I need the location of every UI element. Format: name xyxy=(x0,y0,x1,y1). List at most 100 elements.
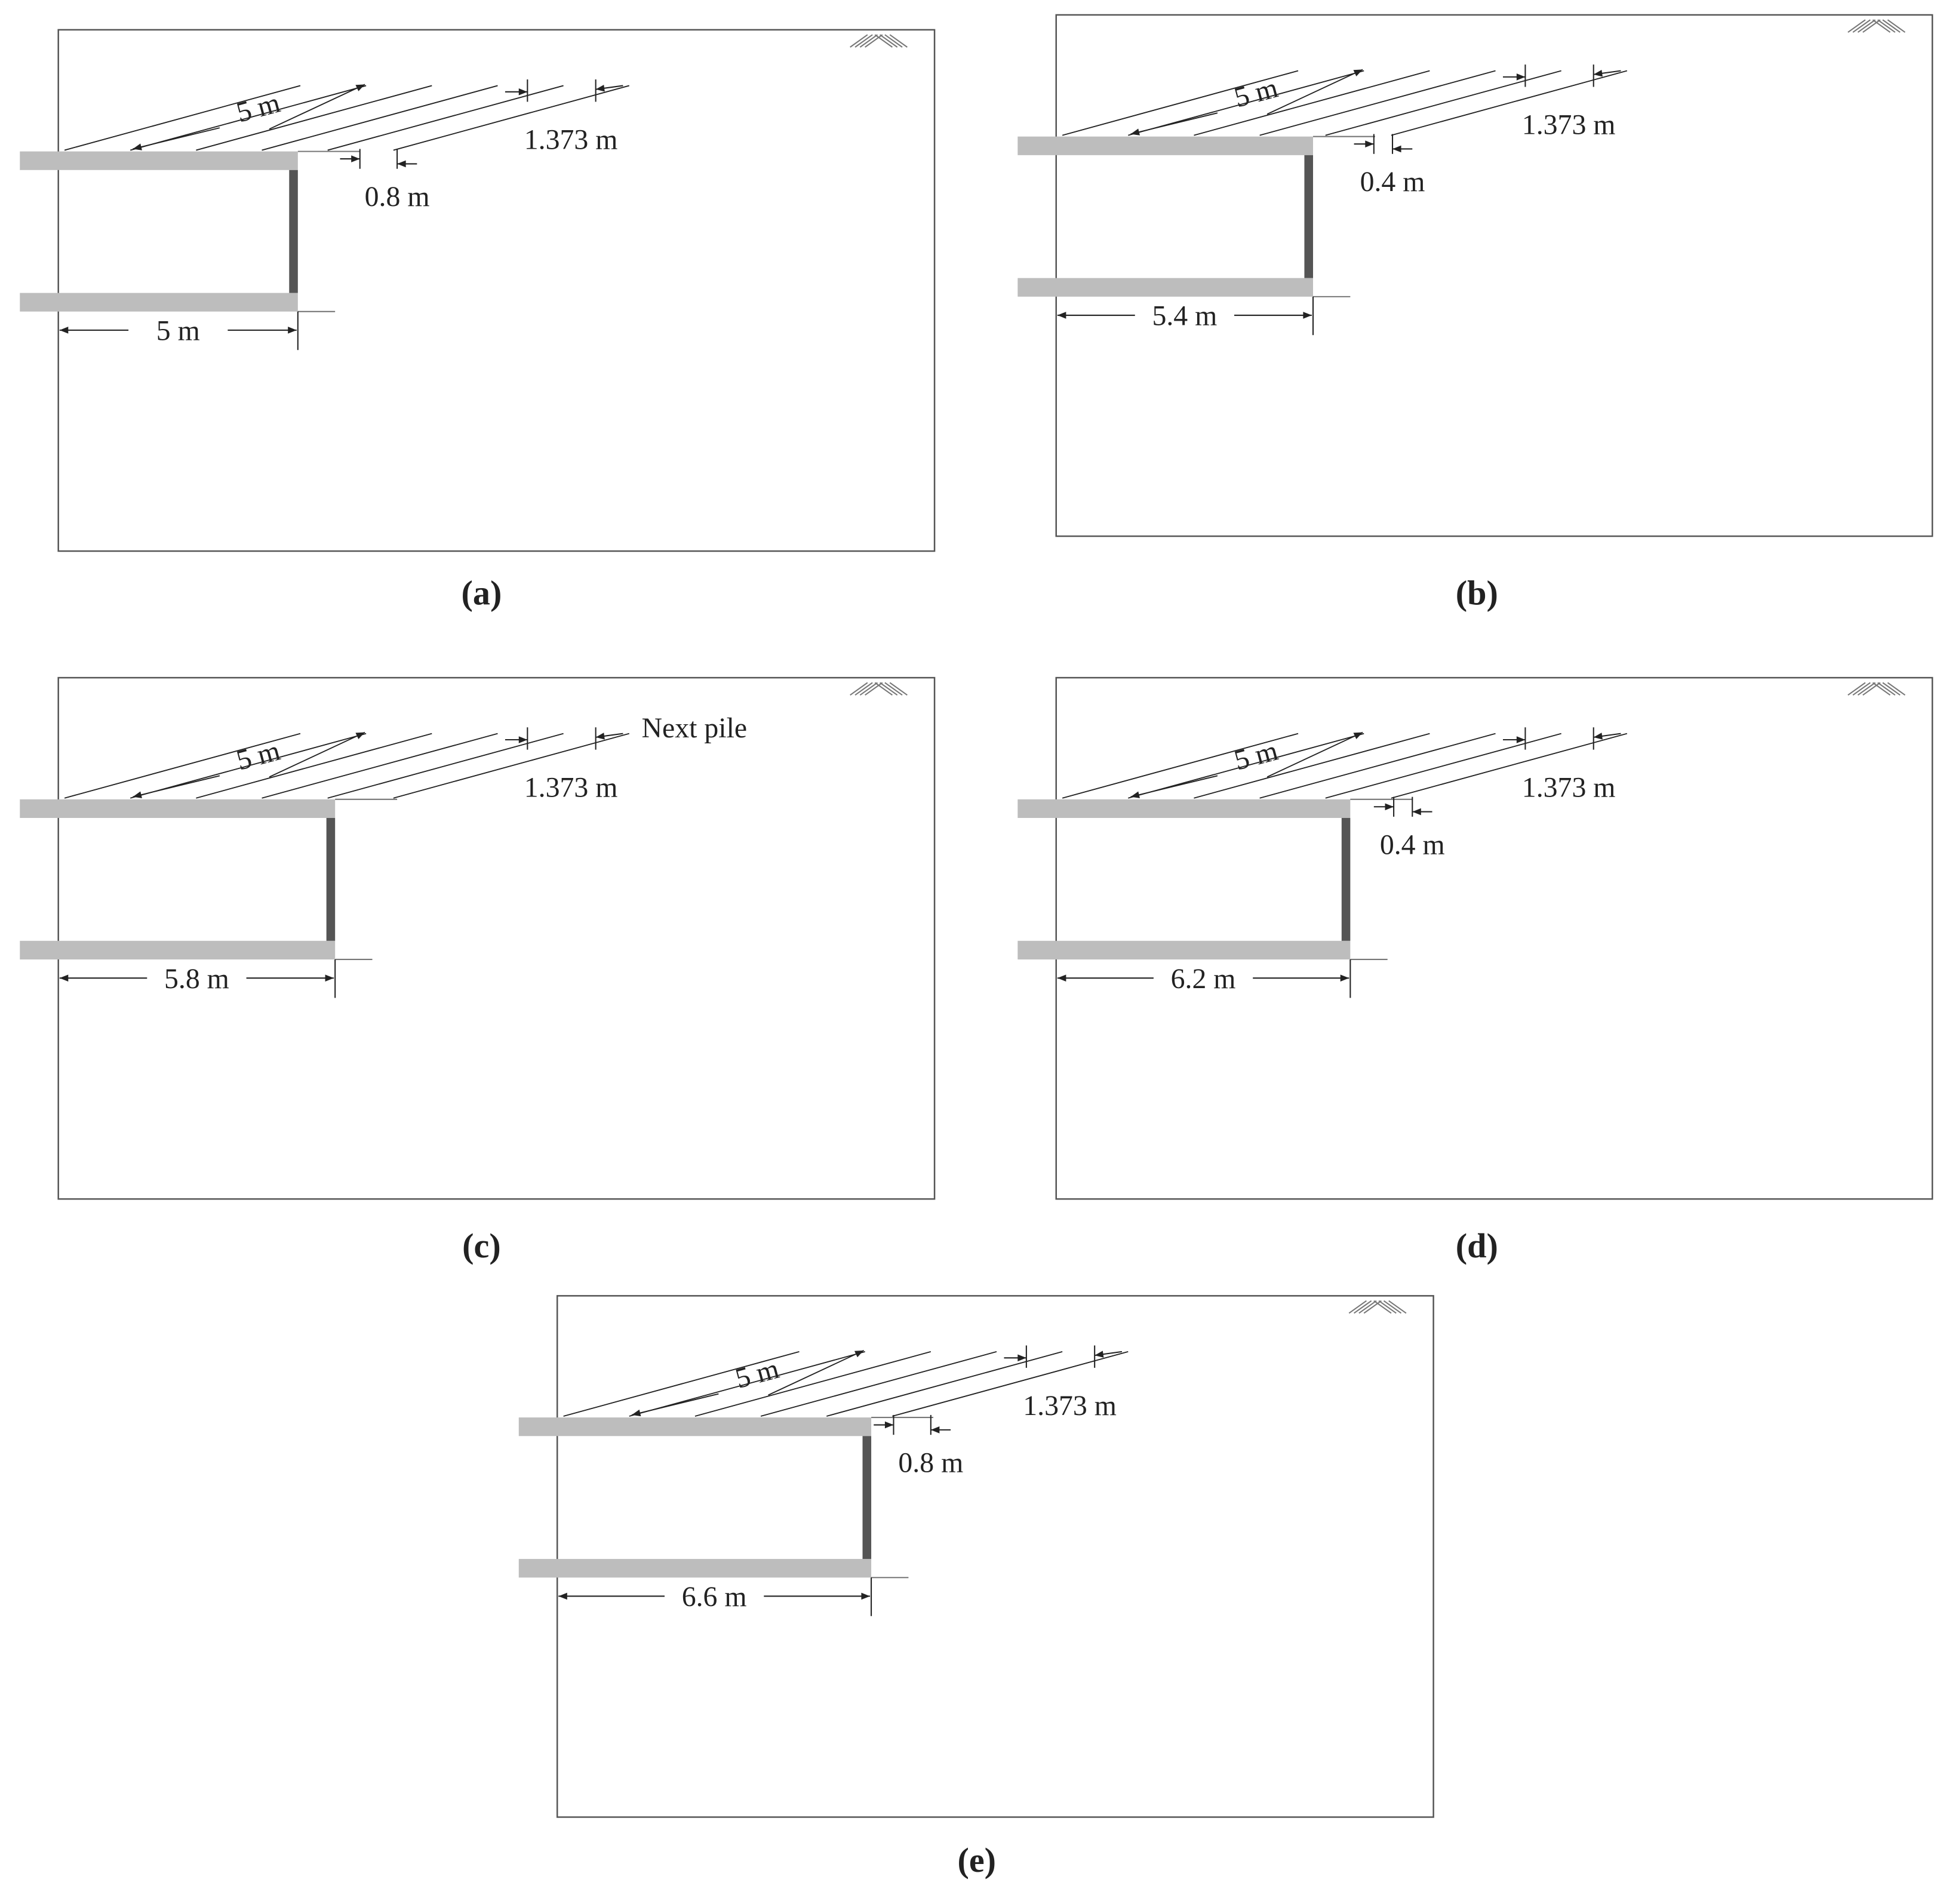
line xyxy=(1857,19,1876,33)
line xyxy=(1259,70,1496,136)
length: 6.6 m xyxy=(682,1581,747,1613)
line xyxy=(854,682,873,696)
length: 5 m xyxy=(156,315,200,347)
panel: 5 m 1.373 m 0.8 m 5 m (a) xyxy=(20,29,936,612)
panel: 5 m 1.373 m Next pile 5.8 m (c) xyxy=(20,676,936,1265)
slope-length: 5 m xyxy=(1231,735,1281,777)
line xyxy=(1882,682,1901,696)
line xyxy=(1266,69,1363,115)
line xyxy=(892,1351,1129,1417)
line xyxy=(1388,1300,1407,1314)
line xyxy=(269,731,365,778)
line xyxy=(262,733,498,799)
line xyxy=(1062,733,1299,799)
panel: 5 m 1.373 m 0.4 m 6.2 m (d) xyxy=(1017,676,1933,1265)
line xyxy=(1872,682,1891,696)
bottom-slab xyxy=(20,293,298,312)
top-slab xyxy=(20,151,298,170)
line xyxy=(196,733,432,799)
spacing: 1.373 m xyxy=(1023,1390,1117,1422)
caption: (d) xyxy=(1456,1226,1498,1265)
line xyxy=(1383,1300,1402,1314)
line xyxy=(694,1351,932,1417)
line xyxy=(64,85,301,151)
note: Next pile xyxy=(642,712,748,744)
panel: 5 m 1.373 m 0.4 m 5.4 m (b) xyxy=(1017,14,1933,612)
line xyxy=(1847,682,1866,696)
line xyxy=(1862,19,1881,33)
wall xyxy=(289,170,298,293)
line xyxy=(1259,733,1496,799)
line xyxy=(269,84,365,130)
soil-box xyxy=(57,676,936,1200)
line xyxy=(1391,70,1628,136)
line xyxy=(196,85,432,151)
line xyxy=(631,1393,719,1417)
line xyxy=(1194,70,1430,136)
soil-box xyxy=(1055,14,1933,537)
line xyxy=(595,84,623,92)
line xyxy=(889,682,908,696)
line xyxy=(1325,733,1561,799)
line xyxy=(1852,19,1871,33)
line xyxy=(133,775,220,798)
line xyxy=(1378,1300,1397,1314)
line xyxy=(1887,682,1906,696)
line xyxy=(889,34,908,48)
line xyxy=(768,1349,864,1396)
line xyxy=(1593,733,1621,740)
line xyxy=(1862,682,1881,696)
line xyxy=(1363,1300,1382,1314)
gap: 0.8 m xyxy=(898,1447,963,1479)
wall xyxy=(1304,155,1313,278)
line xyxy=(1348,1300,1367,1314)
spacing: 1.373 m xyxy=(524,772,618,804)
spacing: 1.373 m xyxy=(524,124,618,155)
line xyxy=(859,34,878,48)
line xyxy=(865,682,883,696)
line xyxy=(1877,682,1896,696)
top-slab xyxy=(1017,799,1351,818)
caption: (e) xyxy=(957,1841,996,1880)
line xyxy=(393,85,630,151)
line xyxy=(327,733,564,799)
slope-length: 5 m xyxy=(1231,72,1281,113)
line xyxy=(865,34,883,48)
line xyxy=(1872,19,1891,33)
line xyxy=(595,733,623,740)
line xyxy=(1358,1300,1377,1314)
top-slab xyxy=(1017,136,1313,155)
line xyxy=(1847,19,1866,33)
bottom-slab xyxy=(1017,940,1351,959)
line xyxy=(1391,733,1628,799)
length: 6.2 m xyxy=(1171,963,1236,995)
bottom-slab xyxy=(1017,278,1313,297)
line xyxy=(1194,733,1430,799)
line xyxy=(1325,70,1561,136)
caption: (c) xyxy=(462,1226,501,1265)
line xyxy=(880,682,898,696)
wall xyxy=(1341,817,1351,941)
soil-box xyxy=(1055,676,1933,1200)
line xyxy=(393,733,630,799)
panel: 5 m 1.373 m 0.8 m 6.6 m (e) xyxy=(518,1295,1434,1880)
gap: 0.4 m xyxy=(1360,166,1425,198)
line xyxy=(1887,19,1906,33)
line xyxy=(1593,69,1621,77)
spacing: 1.373 m xyxy=(1522,772,1616,804)
line xyxy=(1373,1300,1392,1314)
line xyxy=(760,1351,997,1417)
line xyxy=(826,1351,1063,1417)
length: 5.4 m xyxy=(1152,300,1217,332)
gap: 0.8 m xyxy=(365,181,430,213)
line xyxy=(1353,1300,1372,1314)
line xyxy=(874,34,893,48)
line xyxy=(1852,682,1871,696)
line xyxy=(1266,731,1363,778)
line xyxy=(1095,1351,1123,1358)
line xyxy=(1877,19,1896,33)
spacing: 1.373 m xyxy=(1522,109,1616,141)
line xyxy=(1062,70,1299,136)
wall xyxy=(326,817,336,941)
